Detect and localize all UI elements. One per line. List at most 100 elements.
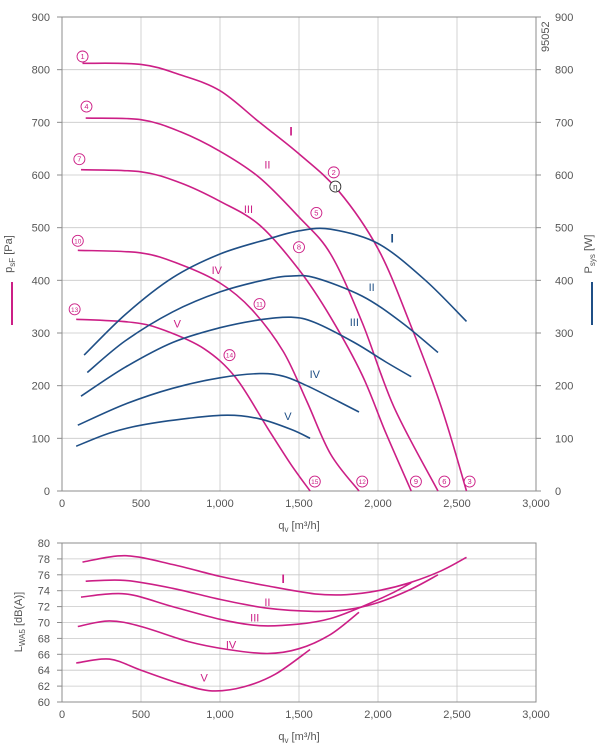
y-tick-label: 74 [38, 586, 50, 598]
y2-tick-label-right: 600 [555, 170, 573, 182]
y-tick-label-left: 900 [32, 12, 50, 24]
operating-point-label: 8 [297, 243, 301, 252]
x-tick-label: 2,500 [443, 498, 471, 510]
operating-point-marker [356, 475, 369, 488]
operating-point-label: 2 [332, 168, 336, 177]
sound-curve-II [85, 574, 439, 613]
operating-point-label: 10 [74, 238, 82, 245]
sound-curve-I [82, 554, 467, 596]
y2-tick-label-right: 700 [555, 117, 573, 129]
x-tick-label: 2,000 [364, 709, 392, 721]
x-tick-label: 500 [132, 498, 150, 510]
operating-point-label: 9 [414, 477, 418, 486]
x-tick-label: 0 [59, 709, 65, 721]
y-axis-label-left: psF [Pa] [3, 235, 17, 273]
document-code: 95052 [540, 21, 552, 52]
operating-point-marker [308, 475, 321, 488]
pressure-curve-label: V [174, 319, 182, 331]
y-tick-label: 80 [38, 538, 50, 550]
operating-point-label: 5 [314, 208, 318, 217]
pressure-curve-label: IV [212, 265, 223, 277]
sound-curve-label: IV [226, 640, 237, 652]
power-curve-I [83, 227, 468, 356]
y-tick-label: 66 [38, 649, 50, 661]
pressure-curve-III [80, 168, 412, 492]
x-tick-label: 500 [132, 709, 150, 721]
pressure-curve-label: II [264, 160, 270, 172]
y-tick-label: 76 [38, 570, 50, 582]
operating-point-marker [253, 298, 266, 310]
y-tick-label: 62 [38, 681, 50, 693]
pressure-curve-IV [77, 249, 360, 492]
operating-point-label: 6 [442, 477, 446, 486]
power-curve-II [86, 274, 439, 374]
y2-tick-label-right: 500 [555, 223, 573, 235]
y-tick-label-left: 100 [32, 433, 50, 445]
y-tick-label-left: 600 [32, 170, 50, 182]
y-tick-label-left: 700 [32, 117, 50, 129]
x-tick-label: 1,500 [285, 709, 313, 721]
y-tick-label: 70 [38, 618, 50, 630]
pressure-curve-label: I [289, 125, 292, 139]
sound-curve-label: V [201, 672, 209, 684]
operating-point-marker [73, 153, 86, 166]
power-curve-IV [77, 372, 360, 426]
efficiency-marker-label: η [333, 183, 337, 192]
operating-point-marker [71, 234, 84, 247]
y-tick-label-left: 0 [44, 486, 50, 498]
operating-point-marker [68, 303, 81, 316]
power-curve-V [75, 414, 311, 447]
x-axis-label: qv [m³/h] [278, 731, 319, 745]
operating-point-label: 7 [77, 155, 81, 164]
power-curve-III [80, 316, 412, 397]
y-tick-label-left: 400 [32, 275, 50, 287]
x-tick-label: 2,500 [443, 709, 471, 721]
x-tick-label: 0 [59, 498, 65, 510]
operating-point-label: 3 [468, 477, 472, 486]
x-axis-label: qv [m³/h] [278, 520, 319, 534]
power-curve-label: I [391, 231, 394, 245]
y2-tick-label-right: 400 [555, 275, 573, 287]
operating-point-label: 12 [359, 479, 367, 486]
sound-curve-label: II [264, 597, 270, 609]
power-curve-label: IV [310, 369, 321, 381]
y2-tick-label-right: 900 [555, 12, 573, 24]
plot-frame [61, 16, 537, 492]
efficiency-marker [329, 180, 342, 193]
y2-tick-label-right: 800 [555, 65, 573, 77]
sound-curve-V [76, 648, 311, 692]
y-tick-label: 78 [38, 554, 50, 566]
pressure-curve-II [85, 117, 439, 492]
power-curve-label: V [284, 411, 292, 423]
operating-point-marker [310, 206, 323, 219]
x-tick-label: 1,000 [206, 498, 234, 510]
operating-point-marker [76, 50, 89, 63]
x-tick-label: 1,500 [285, 498, 313, 510]
x-tick-label: 3,000 [522, 498, 550, 510]
x-tick-label: 2,000 [364, 498, 392, 510]
y-tick-label: 60 [38, 697, 50, 709]
operating-point-marker [327, 166, 340, 179]
operating-point-label: 14 [226, 353, 234, 360]
y2-tick-label-right: 100 [555, 433, 573, 445]
x-tick-label: 1,000 [206, 709, 234, 721]
power-curve-label: III [350, 317, 359, 329]
operating-point-marker [409, 475, 422, 488]
operating-point-marker [223, 349, 236, 362]
operating-point-marker [293, 241, 305, 254]
sound-curve-label: III [250, 613, 259, 625]
y-tick-label-left: 300 [32, 328, 50, 340]
y-tick-label-left: 800 [32, 65, 50, 77]
pressure-curve-V [76, 318, 311, 492]
operating-point-label: 1 [80, 52, 84, 61]
y-tick-label-left: 500 [32, 223, 50, 235]
operating-point-marker [438, 475, 451, 488]
y-axis-label-right: Psys [W] [583, 235, 597, 274]
y-axis-label: LWA5 [dB(A)] [13, 592, 27, 652]
operating-point-label: 13 [71, 307, 79, 314]
y-tick-label-left: 200 [32, 381, 50, 393]
sound-power-chart: 0 500 1,000 1,500 2,000 2,500 3,000 60 62 64 66 68 7… [13, 538, 550, 745]
